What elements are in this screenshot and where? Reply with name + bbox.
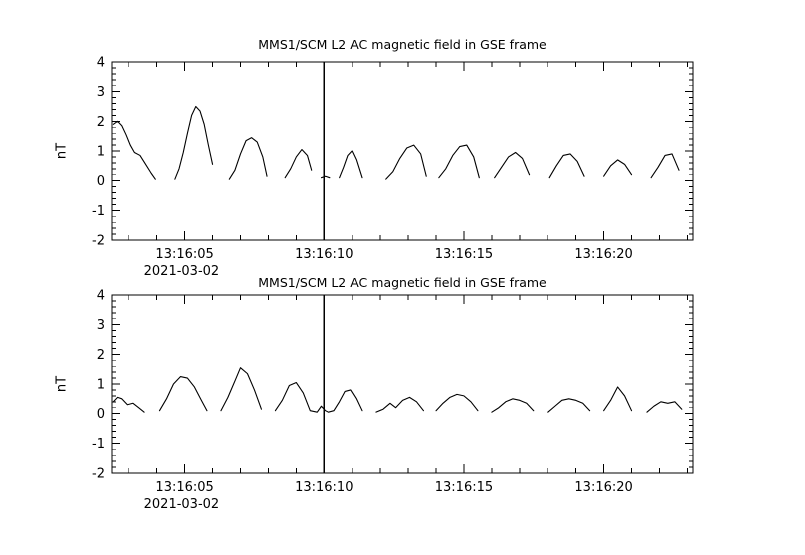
data-trace-1-0 [603, 386, 633, 412]
data-trace-0-0 [603, 159, 633, 177]
xtick-label-0-0: 13:16:05 [155, 247, 213, 262]
data-trace-0-0 [548, 153, 585, 179]
panel-1 [111, 294, 694, 474]
data-trace-0-0 [228, 137, 268, 180]
ytick-label-0-4: 0 [97, 174, 105, 189]
data-trace-0-0 [320, 175, 331, 179]
data-trace-1-0 [646, 401, 683, 413]
xtick-label-0-2: 13:16:15 [435, 247, 493, 262]
data-trace-1-0 [158, 376, 208, 412]
date-label-0: 2021-03-02 [144, 264, 220, 279]
xtick-label-1-1: 13:16:10 [295, 480, 353, 495]
ytick-label-1-4: 0 [97, 407, 105, 422]
data-trace-1-0 [375, 396, 424, 413]
data-trace-0-0 [174, 105, 214, 180]
ytick-label-1-5: -1 [92, 437, 105, 452]
ytick-label-0-3: 1 [97, 145, 105, 160]
ytick-label-0-6: -2 [92, 234, 105, 249]
ytick-label-1-1: 3 [97, 318, 105, 333]
panel-0 [111, 61, 694, 241]
ytick-label-0-1: 3 [97, 85, 105, 100]
data-trace-0-0 [650, 153, 680, 179]
ylabel-0: nT [55, 143, 70, 159]
data-trace-1-0 [112, 396, 145, 413]
ytick-label-0-2: 2 [97, 115, 105, 130]
xtick-label-1-2: 13:16:15 [435, 480, 493, 495]
ytick-label-0-5: -1 [92, 204, 105, 219]
ytick-label-0-0: 4 [97, 56, 105, 71]
data-trace-0-0 [284, 148, 313, 179]
panel-title-1: MMS1/SCM L2 AC magnetic field in GSE fra… [258, 275, 547, 290]
xtick-label-0-3: 13:16:20 [574, 247, 632, 262]
data-trace-0-0 [438, 144, 480, 179]
ytick-label-1-6: -2 [92, 467, 105, 482]
xtick-label-0-1: 13:16:10 [295, 247, 353, 262]
ylabel-1: nT [55, 376, 70, 392]
panel-frame-0 [111, 61, 694, 241]
panel-title-0: MMS1/SCM L2 AC magnetic field in GSE fra… [258, 37, 547, 52]
data-trace-1-0 [220, 367, 262, 412]
xtick-label-1-0: 13:16:05 [155, 480, 213, 495]
xtick-label-1-3: 13:16:20 [574, 480, 632, 495]
date-label-1: 2021-03-02 [144, 497, 220, 512]
data-trace-1-0 [435, 393, 479, 412]
data-trace-0-0 [339, 150, 363, 179]
data-trace-0-0 [112, 120, 156, 180]
ytick-label-1-3: 1 [97, 378, 105, 393]
ytick-label-1-0: 4 [97, 289, 105, 304]
data-trace-1-0 [274, 381, 363, 413]
ytick-label-1-2: 2 [97, 348, 105, 363]
panel-frame-1 [111, 294, 694, 474]
data-trace-1-0 [547, 398, 591, 413]
data-trace-0-0 [385, 144, 427, 180]
data-trace-1-0 [491, 398, 535, 413]
data-trace-0-0 [494, 151, 531, 179]
